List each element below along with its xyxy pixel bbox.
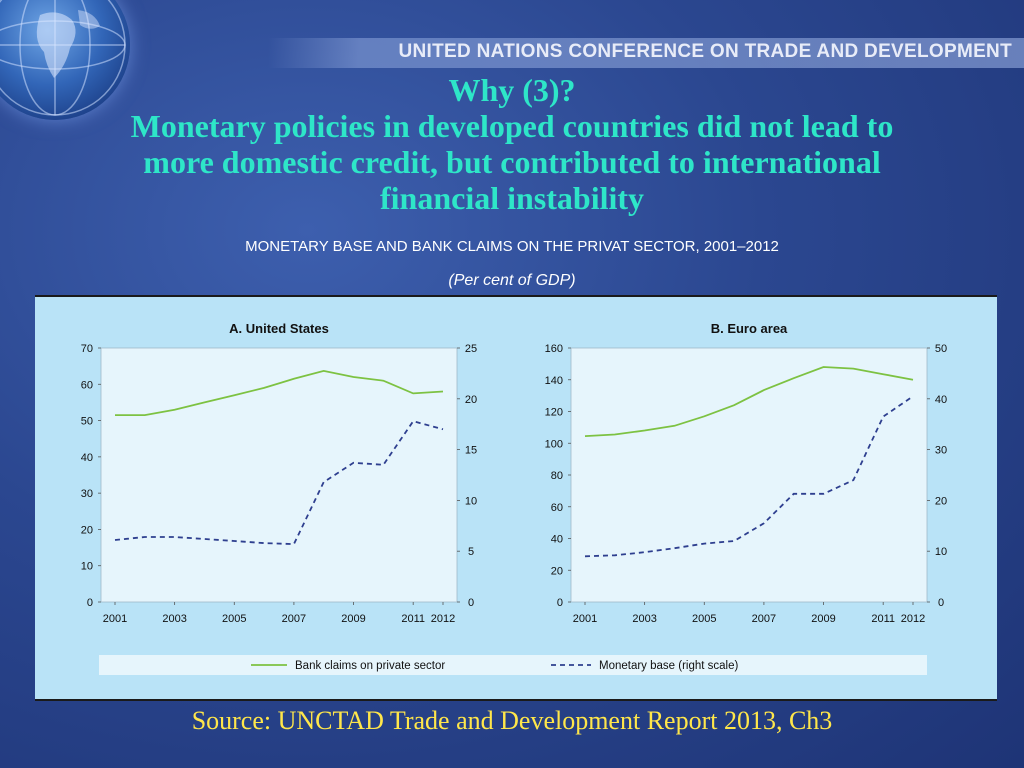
- chart-2-plot-area: [570, 347, 928, 603]
- chart-1-title: A. United States: [229, 321, 329, 336]
- chart-1-ytick-left: 70: [81, 343, 93, 355]
- figure-subtitle: MONETARY BASE AND BANK CLAIMS ON THE PRI…: [245, 238, 779, 255]
- chart-2-monetary-base-line: [584, 395, 914, 558]
- chart-1-ytick-left: 40: [81, 452, 93, 464]
- chart-2-xtick: 2009: [811, 613, 835, 625]
- chart-1-xtick: 2009: [341, 613, 365, 625]
- chart-2-xtick: 2005: [692, 613, 716, 625]
- chart-panel: A. United States 0 10 20 30 40 50 60 70 0 5 10 15 20 2…: [35, 295, 997, 701]
- figure-units: (Per cent of GDP): [448, 272, 576, 289]
- chart-1-ytick-left: 50: [81, 416, 93, 428]
- source-note: Source: UNCTAD Trade and Development Rep…: [191, 706, 833, 735]
- title-line-1: Monetary policies in developed countries…: [130, 108, 894, 144]
- slide-title: Why (3)? Monetary policies in developed …: [20, 72, 1004, 216]
- chart-2-ytick-left: 80: [551, 470, 563, 482]
- chart-1-monetary-base-line: [114, 420, 444, 546]
- chart-1-bank-claims-line: [115, 369, 444, 416]
- chart-2-ytick-left: 60: [551, 502, 563, 514]
- chart-2-xtick: 2003: [632, 613, 656, 625]
- chart-2-title: B. Euro area: [711, 321, 788, 336]
- chart-1-ytick-right: 5: [468, 546, 474, 558]
- title-line-3: financial instability: [379, 180, 645, 216]
- chart-2-ytick-right: 50: [935, 343, 947, 355]
- chart-2-ytick-right: 0: [938, 597, 944, 609]
- title-line-2: more domestic credit, but contributed to…: [143, 144, 881, 180]
- chart-2-ytick-left: 140: [545, 375, 563, 387]
- chart-2-ytick-right: 40: [935, 394, 947, 406]
- charts-svg: A. United States 0 10 20 30 40 50 60 70 0 5 10 15 20 2…: [81, 321, 947, 675]
- chart-1-plot-area: [100, 347, 458, 603]
- chart-2-xtick: 2001: [573, 613, 597, 625]
- chart-1-ytick-left: 20: [81, 524, 93, 536]
- chart-2-ytick-left: 160: [545, 343, 563, 355]
- chart-1-ytick-right: 0: [468, 597, 474, 609]
- chart-2-bank-claims-line: [584, 366, 914, 437]
- chart-2-ytick-right: 30: [935, 445, 947, 457]
- chart-1-xtick: 2011: [401, 613, 425, 625]
- chart-2-ytick-right: 10: [935, 546, 947, 558]
- globe-icon: [0, 0, 126, 116]
- chart-1-ytick-right: 25: [465, 343, 477, 355]
- title-question: Why (3)?: [448, 72, 576, 108]
- chart-1-xtick: 2003: [162, 613, 186, 625]
- chart-2-ytick-left: 0: [557, 597, 563, 609]
- un-globe-logo: [0, 0, 130, 120]
- chart-2-xtick: 2011: [871, 613, 895, 625]
- chart-2-ytick-left: 40: [551, 534, 563, 546]
- chart-1-ytick-right: 20: [465, 394, 477, 406]
- chart-1-ytick-left: 60: [81, 379, 93, 391]
- chart-2-ytick-left: 120: [545, 407, 563, 419]
- chart-2-ytick-left: 20: [551, 565, 563, 577]
- chart-1-xtick: 2001: [103, 613, 127, 625]
- legend-bank-claims-label: Bank claims on private sector: [295, 660, 445, 672]
- chart-1-ytick-right: 10: [465, 495, 477, 507]
- chart-1-ytick-right: 15: [465, 445, 477, 457]
- chart-2-xtick: 2012: [901, 613, 925, 625]
- organization-name: UNITED NATIONS CONFERENCE ON TRADE AND D…: [398, 41, 1012, 62]
- legend-monetary-base-label: Monetary base (right scale): [599, 660, 739, 672]
- chart-1-xtick: 2012: [431, 613, 455, 625]
- chart-1-ytick-left: 0: [87, 597, 93, 609]
- chart-2-ytick-right: 20: [935, 495, 947, 507]
- header-banner: UNITED NATIONS CONFERENCE ON TRADE AND D…: [268, 38, 1024, 68]
- chart-1-xtick: 2005: [222, 613, 246, 625]
- chart-2-ytick-left: 100: [545, 438, 563, 450]
- chart-1-xtick: 2007: [282, 613, 306, 625]
- chart-1-ytick-left: 30: [81, 488, 93, 500]
- chart-1-ytick-left: 10: [81, 561, 93, 573]
- chart-2-xtick: 2007: [752, 613, 776, 625]
- legend-box: [99, 655, 927, 675]
